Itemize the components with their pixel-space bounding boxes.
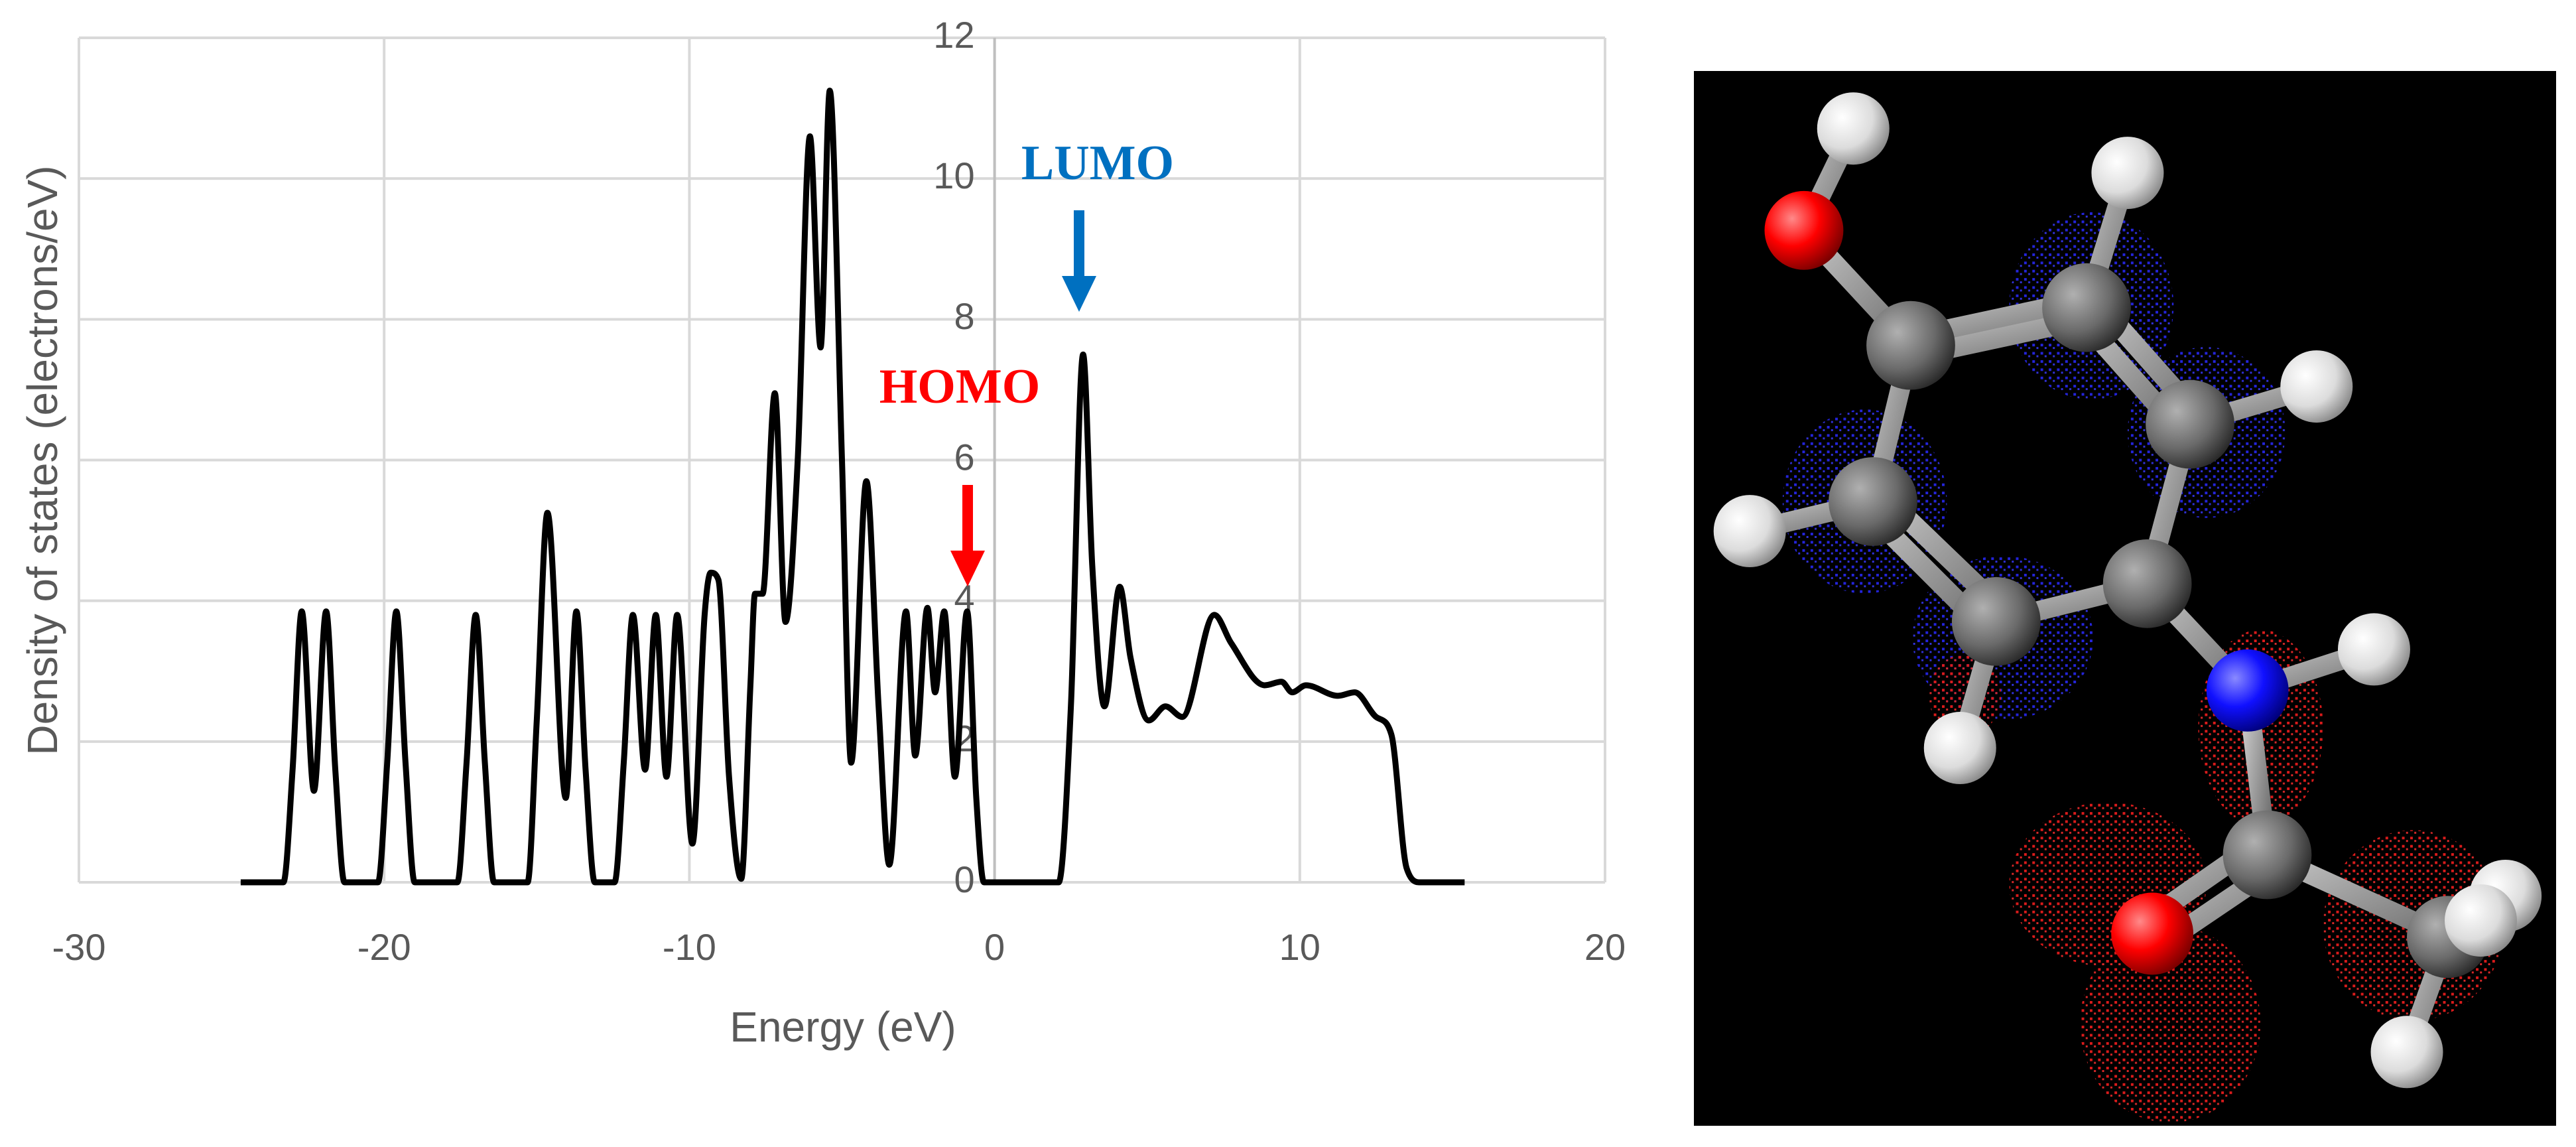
molecule <box>1713 92 2542 1123</box>
y-tick-label: 8 <box>954 295 974 337</box>
y-tick-label: 0 <box>954 858 974 900</box>
x-tick-label: 0 <box>984 926 1005 968</box>
x-tick-label: 10 <box>1279 926 1320 968</box>
arrow-shaft <box>962 485 973 558</box>
dos-line <box>240 88 1465 886</box>
arrow-head <box>950 551 985 586</box>
x-tick-label: -30 <box>52 926 106 968</box>
atoms <box>1713 92 2542 1089</box>
x-tick-label: -20 <box>357 926 411 968</box>
y-axis-title: Density of states (electrons/eV) <box>19 165 66 755</box>
lumo-arrow <box>1062 210 1096 312</box>
x-axis-title: Energy (eV) <box>730 1003 956 1051</box>
y-tick-label: 12 <box>933 14 974 56</box>
homo-arrow <box>950 485 985 586</box>
y-tick-label: 6 <box>954 436 974 478</box>
y-tick-label: 10 <box>933 155 974 196</box>
homo-label: HOMO <box>879 360 1041 414</box>
arrow-shaft <box>1074 210 1084 283</box>
x-tick-label: -10 <box>663 926 716 968</box>
x-tick-label: 20 <box>1584 926 1626 968</box>
lumo-label: LUMO <box>1021 136 1174 190</box>
arrow-head <box>1062 276 1096 312</box>
